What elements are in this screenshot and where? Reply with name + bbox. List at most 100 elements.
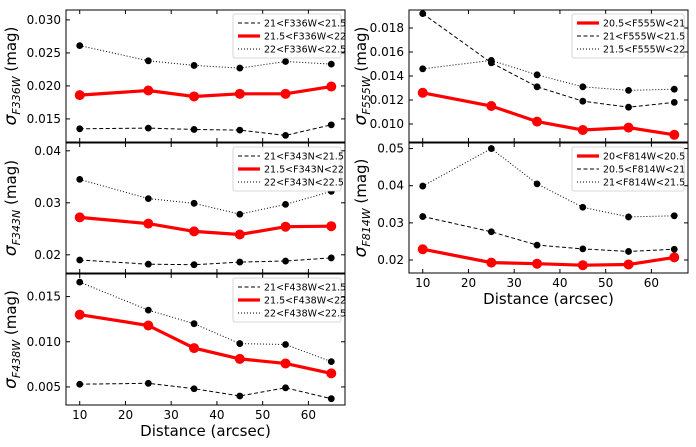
legend-label: 21.5<F343N<22 <box>264 165 344 176</box>
y-tick-label: 0.02 <box>377 253 404 267</box>
data-point <box>326 368 337 379</box>
data-point <box>282 384 289 392</box>
data-point <box>282 257 289 265</box>
data-point <box>577 260 588 271</box>
panel-f343n: 0.02 0.03 0.04 σF343N (mag) 21<F343N<21.5 21.… <box>1 142 346 274</box>
x-tick-label: 40 <box>552 276 567 290</box>
data-point <box>143 320 154 331</box>
axes-frame <box>408 142 689 274</box>
x-tick-label: 10 <box>415 276 430 290</box>
data-point <box>326 221 337 232</box>
y-tick-label: 0.04 <box>34 144 61 158</box>
y-tick-label: 0.005 <box>27 380 61 394</box>
data-point <box>234 229 245 240</box>
x-tick-label: 60 <box>644 276 659 290</box>
x-axis-label: Distance (arcsec) <box>483 290 614 308</box>
x-tick-label: 20 <box>461 276 476 290</box>
data-point <box>625 87 632 94</box>
x-tick-label: 30 <box>164 408 179 422</box>
data-point <box>190 385 198 393</box>
x-tick-label: 20 <box>118 408 133 422</box>
data-point <box>76 256 84 264</box>
legend-label: 21<F343N<21.5 <box>264 152 344 163</box>
data-point <box>282 132 289 139</box>
axes-frame <box>65 142 346 274</box>
axes-frame <box>65 273 346 406</box>
legend-box <box>571 146 685 192</box>
y-axis-label: σF336W (mag) <box>1 27 23 126</box>
legend-label: 20.5<F555W<21 <box>603 19 685 30</box>
data-point <box>487 228 495 236</box>
data-point <box>533 241 541 249</box>
legend: 20<F814W<20.5 20.5<F814W<21 21<F814W<21.5 <box>571 146 685 192</box>
panel-f814w: 10 20 30 40 50 60 0.02 0.03 0.04 0.05 σF814W (mag)… <box>351 142 689 308</box>
data-point <box>280 88 291 99</box>
data-point <box>282 200 289 208</box>
series-line-2 <box>422 13 675 108</box>
y-axis-label: σF438W (mag) <box>1 290 23 389</box>
y-tick-label: 0.03 <box>34 196 61 210</box>
legend: 21<F343N<21.5 21.5<F343N<22 22<F343N<22.5 <box>232 146 344 192</box>
x-axis-label: Distance (arcsec) <box>140 422 271 440</box>
data-point <box>669 252 680 263</box>
data-point <box>190 199 198 207</box>
data-point <box>327 358 335 366</box>
series-line-2 <box>79 215 332 237</box>
legend-label: 21.5<F555W<22 <box>603 45 685 56</box>
data-point <box>282 58 289 65</box>
y-tick-label: 0.020 <box>27 79 61 93</box>
data-point <box>486 101 497 111</box>
data-point <box>144 124 152 132</box>
data-point <box>282 341 289 348</box>
y-tick-label: 0.030 <box>27 13 61 27</box>
legend-label: 21<F438W<21.5 <box>264 283 346 294</box>
data-point <box>74 309 85 320</box>
data-point <box>327 121 335 129</box>
data-point <box>670 212 678 220</box>
legend: 21<F438W<21.5 21.5<F438W<22 22<F438W<22.5 <box>232 277 346 323</box>
data-point <box>579 245 587 253</box>
y-tick-label: 0.04 <box>377 179 404 193</box>
y-tick-label: 0.015 <box>27 290 61 304</box>
data-point <box>144 379 152 387</box>
legend-label: 20.5<F814W<21 <box>603 165 685 176</box>
y-tick-label: 0.010 <box>370 117 404 131</box>
data-point <box>236 392 244 400</box>
data-point <box>577 125 588 135</box>
series-line-1 <box>79 124 332 136</box>
data-point <box>419 10 427 17</box>
y-tick-label: 0.025 <box>27 46 61 60</box>
data-point <box>236 258 244 266</box>
y-tick-label: 0.015 <box>27 112 61 126</box>
data-point <box>417 87 428 98</box>
data-point <box>533 71 541 79</box>
data-point <box>623 122 634 133</box>
data-point <box>532 258 543 269</box>
data-point <box>143 85 154 96</box>
series-line-2 <box>79 313 332 375</box>
data-point <box>189 226 200 237</box>
y-tick-label: 0.05 <box>377 142 404 156</box>
data-point <box>76 278 84 286</box>
data-point <box>74 90 85 101</box>
data-point <box>670 99 678 106</box>
data-point <box>625 103 632 111</box>
legend-label: 22<F336W<22.5 <box>264 45 346 56</box>
series-line-1 <box>422 91 675 137</box>
x-tick-label: 60 <box>301 408 316 422</box>
x-tick-label: 10 <box>72 408 87 422</box>
data-point <box>326 81 337 92</box>
data-point <box>623 259 634 270</box>
series-line-3 <box>79 281 332 363</box>
data-point <box>76 125 84 133</box>
legend-label: 21<F336W<21.5 <box>264 19 346 30</box>
data-point <box>327 254 335 262</box>
axes-frame <box>65 9 346 143</box>
legend-label: 20<F814W<20.5 <box>603 152 685 163</box>
data-point <box>487 145 495 152</box>
data-point <box>234 88 245 99</box>
legend: 21<F336W<21.5 21.5<F336W<22 22<F336W<22.5 <box>232 13 346 59</box>
legend: 20.5<F555W<21 21<F555W<21.5 21.5<F555W<22 <box>571 13 685 59</box>
data-point <box>280 358 291 369</box>
